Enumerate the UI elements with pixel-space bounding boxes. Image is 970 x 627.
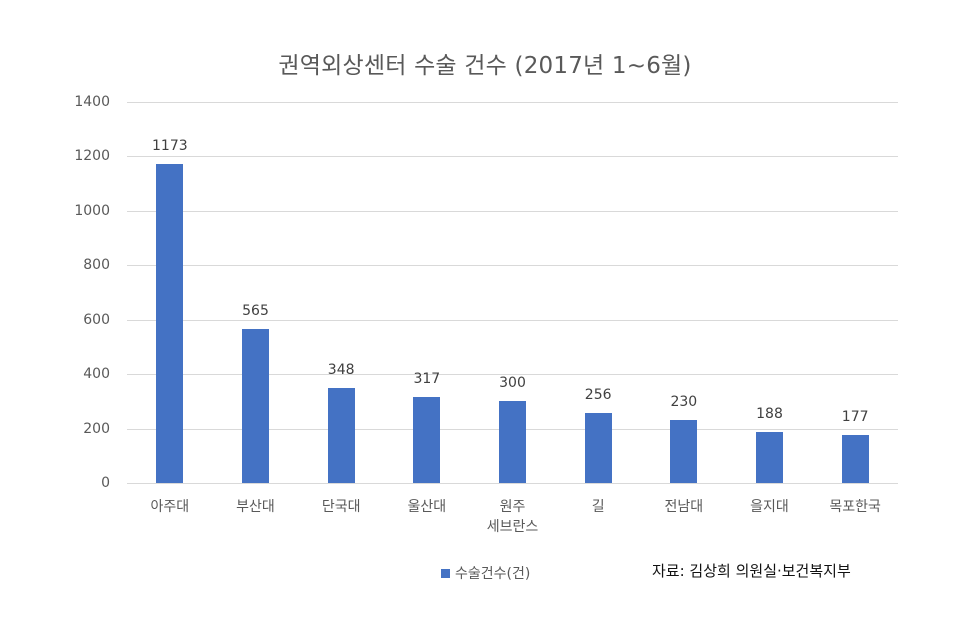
- bar: [242, 329, 269, 483]
- legend: 수술건수(건): [441, 563, 530, 583]
- y-tick-label: 800: [83, 257, 110, 274]
- bar: [156, 163, 184, 483]
- bar: [584, 413, 612, 483]
- legend-swatch-icon: [441, 568, 450, 578]
- x-tick-label: 원주 세브란스: [486, 499, 539, 535]
- y-tick-label: 400: [83, 366, 110, 383]
- x-tick-label: 단국대: [321, 499, 361, 515]
- x-tick-label: 부산대: [236, 499, 275, 515]
- data-label: 256: [584, 387, 612, 404]
- data-label: 1173: [152, 137, 188, 154]
- gridline: [127, 265, 898, 267]
- x-tick-label: 아주대: [150, 499, 190, 515]
- y-tick-label: 1200: [74, 148, 110, 165]
- bar: [499, 401, 526, 483]
- data-label: 177: [841, 408, 869, 425]
- data-label: 317: [413, 370, 441, 387]
- gridline: [127, 483, 898, 484]
- source-annotation: 자료: 김상희 의원실·보건복지부: [652, 562, 851, 580]
- gridline: [127, 374, 898, 376]
- y-tick-label: 1400: [74, 94, 110, 110]
- y-tick-label: 0: [101, 475, 110, 491]
- bar: [327, 388, 355, 483]
- data-label: 300: [499, 375, 526, 392]
- x-tick-label: 목포한국: [829, 499, 881, 515]
- data-label: 348: [327, 362, 355, 379]
- x-tick-label: 전남대: [664, 499, 704, 515]
- data-label: 188: [756, 405, 783, 422]
- plot-area: 1173 565 348 317 300 256 230 188 177: [127, 102, 898, 484]
- legend-label: 수술건수(건): [455, 566, 531, 582]
- x-tick-label: 길: [591, 499, 605, 515]
- bar: [413, 396, 441, 483]
- data-label: 230: [670, 394, 698, 411]
- x-tick-label: 울산대: [407, 499, 447, 515]
- y-tick-label: 200: [83, 420, 110, 437]
- gridline: [127, 210, 898, 212]
- chart-title: 권역외상센터 수술 건수 (2017년 1~6월): [278, 53, 692, 79]
- y-tick-label: 1000: [74, 202, 110, 219]
- bar: [756, 431, 783, 483]
- data-label: 565: [242, 303, 269, 320]
- gridline: [127, 319, 898, 321]
- bar: [841, 434, 869, 483]
- bar: [670, 420, 698, 483]
- gridline: [127, 156, 898, 158]
- x-tick-label: 을지대: [750, 499, 789, 515]
- gridline: [127, 102, 898, 103]
- y-tick-label: 600: [83, 311, 110, 328]
